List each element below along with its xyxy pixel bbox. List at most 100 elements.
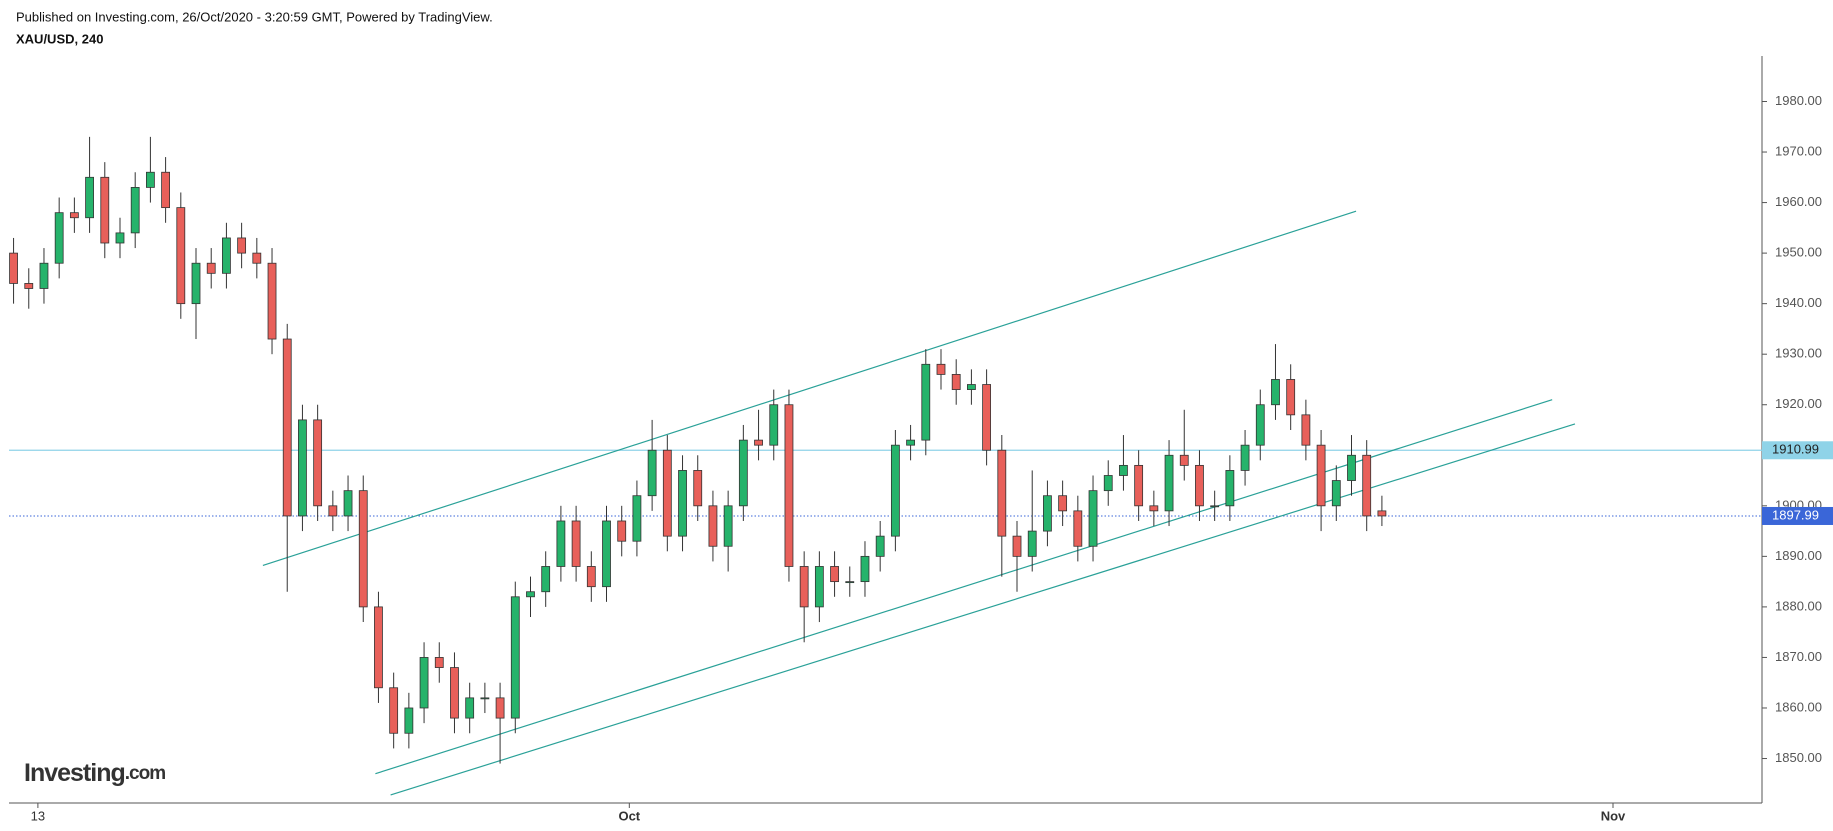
candle-body	[1195, 464, 1204, 507]
candle-body	[647, 449, 657, 497]
candle-body	[769, 404, 779, 446]
candle-body	[176, 207, 186, 305]
candle-body	[1210, 505, 1220, 508]
y-tick-label: 1850.00	[1775, 750, 1822, 765]
candle-body	[85, 176, 94, 219]
x-tick-label: Oct	[618, 808, 640, 823]
candle-body	[906, 439, 915, 446]
y-tick-label: 1860.00	[1775, 699, 1822, 714]
candle-body	[1134, 464, 1144, 507]
candle-body	[541, 566, 551, 593]
candle-body	[374, 606, 383, 689]
candle-body	[632, 495, 642, 542]
candle-body	[890, 444, 900, 537]
candle-body	[723, 505, 733, 547]
candle-body	[784, 404, 794, 567]
candle-body	[24, 283, 34, 289]
y-tick-label: 1890.00	[1775, 548, 1822, 563]
candle-body	[343, 490, 353, 517]
candle-body	[298, 419, 307, 517]
candle-body	[1164, 454, 1174, 512]
candle-body	[480, 697, 490, 700]
candle-body	[936, 363, 946, 375]
candle-body	[328, 505, 338, 517]
candle-body	[799, 566, 809, 608]
candle-body	[693, 470, 703, 507]
price-badge	[1762, 441, 1833, 460]
candle-body	[191, 262, 201, 305]
candle-body	[1377, 510, 1387, 517]
candle-body	[1103, 475, 1113, 492]
candle-body	[1286, 379, 1296, 416]
candle-body	[1179, 454, 1189, 466]
y-tick-label: 1980.00	[1775, 93, 1822, 108]
trend-line	[390, 423, 1576, 796]
candle-body	[1362, 454, 1372, 517]
candle-body	[495, 697, 505, 719]
candle-body	[222, 237, 231, 274]
candle-body	[814, 566, 824, 608]
y-tick-label: 1950.00	[1775, 245, 1822, 260]
price-badge	[1762, 506, 1833, 525]
candle-body	[1331, 480, 1341, 507]
trend-line	[375, 399, 1553, 775]
y-tick-label: 1870.00	[1775, 649, 1822, 664]
candle-body	[678, 470, 687, 537]
candle-body	[434, 657, 444, 668]
candle-body	[54, 212, 64, 264]
y-tick-label: 1880.00	[1775, 598, 1822, 613]
candle-body	[708, 505, 718, 547]
candle-body	[586, 566, 596, 588]
logo-suffix: .com	[125, 763, 165, 784]
candle-body	[69, 212, 79, 219]
candle-body	[1088, 490, 1098, 547]
candle-body	[267, 262, 277, 340]
candle-body	[252, 252, 262, 264]
candle-body	[39, 262, 49, 289]
candle-body	[1225, 470, 1235, 507]
candle-body	[754, 439, 763, 446]
candle-body	[1012, 535, 1022, 557]
candle-body	[845, 581, 855, 584]
candle-body	[450, 667, 459, 719]
candle-body	[100, 176, 110, 244]
candle-body	[951, 374, 961, 390]
price-badge-label: 1910.99	[1772, 442, 1819, 457]
candle-body	[830, 566, 839, 583]
candle-body	[875, 535, 885, 557]
candle-body	[389, 687, 399, 734]
candle-body	[1255, 404, 1265, 446]
candle-body	[1347, 454, 1356, 481]
candle-body	[358, 490, 368, 608]
candle-body	[237, 237, 247, 254]
candle-body	[1301, 414, 1311, 446]
candle-body	[282, 338, 292, 517]
candle-body	[526, 591, 535, 598]
candle-body	[9, 252, 18, 284]
candle-body	[145, 171, 155, 188]
y-tick-label: 1960.00	[1775, 194, 1822, 209]
candle-body	[115, 232, 125, 244]
candle-body	[571, 520, 581, 567]
x-tick-label: Nov	[1601, 808, 1626, 823]
price-badge-label: 1897.99	[1772, 507, 1819, 522]
candle-body	[1027, 530, 1037, 557]
trend-line	[262, 210, 1357, 567]
candle-body	[1149, 505, 1159, 512]
candle-body	[1058, 495, 1068, 512]
candle-body	[510, 596, 520, 719]
candle-body	[602, 520, 611, 588]
logo: Investing.com	[24, 759, 165, 787]
y-tick-label: 1940.00	[1775, 295, 1822, 310]
candle-body	[982, 384, 992, 451]
published-note: Published on Investing.com, 26/Oct/2020 …	[16, 9, 493, 24]
candle-body	[738, 439, 748, 507]
symbol: XAU/USD, 240	[16, 31, 103, 46]
candle-body	[1119, 464, 1128, 476]
candle-body	[206, 262, 216, 274]
candle-body	[1316, 444, 1326, 507]
candle-body	[419, 657, 429, 709]
candle-body	[313, 419, 323, 507]
logo-name: Investing	[24, 759, 125, 787]
